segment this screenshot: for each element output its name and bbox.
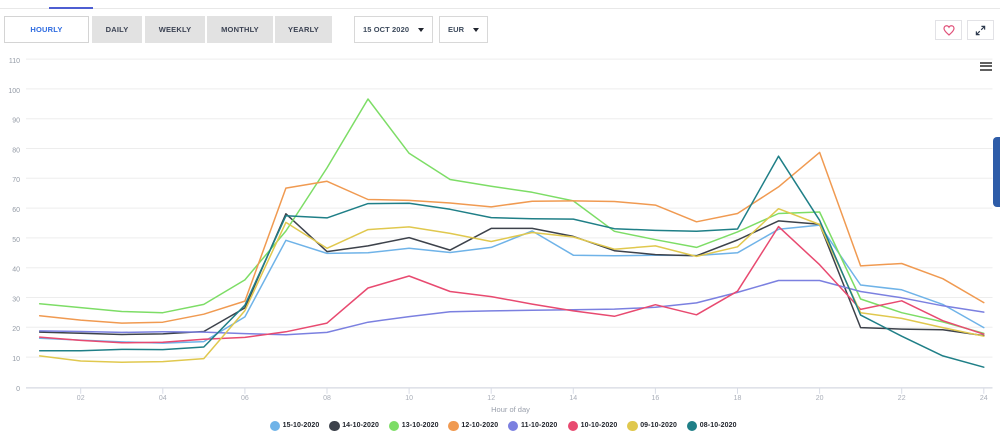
svg-text:30: 30 bbox=[12, 296, 20, 303]
svg-text:06: 06 bbox=[241, 395, 249, 402]
svg-text:14: 14 bbox=[569, 395, 577, 402]
svg-text:12: 12 bbox=[487, 395, 495, 402]
svg-text:20: 20 bbox=[12, 326, 20, 333]
svg-text:20: 20 bbox=[816, 395, 824, 402]
svg-text:22: 22 bbox=[898, 395, 906, 402]
svg-text:10: 10 bbox=[405, 395, 413, 402]
svg-text:0: 0 bbox=[16, 386, 20, 393]
svg-text:16: 16 bbox=[652, 395, 660, 402]
svg-text:10: 10 bbox=[12, 356, 20, 363]
svg-text:18: 18 bbox=[734, 395, 742, 402]
svg-text:02: 02 bbox=[77, 395, 85, 402]
svg-text:70: 70 bbox=[12, 177, 20, 184]
svg-text:04: 04 bbox=[159, 395, 167, 402]
svg-text:24: 24 bbox=[980, 395, 988, 402]
svg-text:08: 08 bbox=[323, 395, 331, 402]
svg-text:90: 90 bbox=[12, 118, 20, 125]
svg-text:80: 80 bbox=[12, 147, 20, 154]
svg-text:60: 60 bbox=[12, 207, 20, 214]
svg-text:110: 110 bbox=[9, 58, 20, 65]
svg-text:40: 40 bbox=[12, 267, 20, 274]
svg-text:100: 100 bbox=[8, 88, 20, 95]
svg-text:50: 50 bbox=[12, 237, 20, 244]
